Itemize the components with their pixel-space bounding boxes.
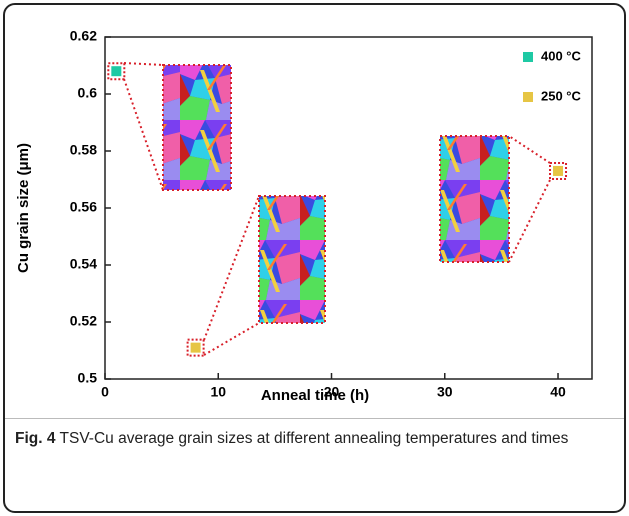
- y-tick-label: 0.58: [70, 142, 97, 158]
- point: [111, 66, 122, 77]
- point-highlight: [549, 161, 568, 180]
- ebsd-inset: [258, 195, 326, 324]
- ebsd-insets: [162, 64, 510, 324]
- y-tick-label: 0.5: [78, 370, 98, 386]
- chart: Anneal time (h) Cu grain size (μm) 0.5 0.…: [15, 28, 593, 404]
- caption: Fig. 4 TSV-Cu average grain sizes at dif…: [15, 428, 613, 450]
- point-highlight: [186, 338, 205, 357]
- x-axis-title: Anneal time (h): [261, 387, 369, 404]
- caption-label: Fig. 4: [15, 430, 56, 447]
- x-tick-label: 20: [324, 384, 340, 400]
- point: [553, 165, 564, 176]
- x-tick-label: 30: [437, 384, 453, 400]
- point-highlight: [107, 62, 126, 81]
- ebsd-inset: [162, 64, 232, 191]
- y-tick-label: 0.62: [70, 28, 97, 44]
- x-tick-label: 10: [210, 384, 226, 400]
- legend-swatch: [523, 92, 533, 102]
- legend-swatch: [523, 52, 533, 62]
- y-axis-title: Cu grain size (μm): [15, 143, 32, 273]
- figure-frame: [3, 3, 626, 513]
- point: [190, 342, 201, 353]
- legend-label: 250 °C: [541, 88, 582, 103]
- y-tick-label: 0.56: [70, 199, 97, 215]
- y-tick-label: 0.54: [70, 256, 97, 272]
- x-tick-label: 0: [101, 384, 109, 400]
- ebsd-inset: [439, 135, 510, 263]
- legend-label: 400 °C: [541, 48, 582, 63]
- caption-text: TSV-Cu average grain sizes at different …: [59, 430, 569, 447]
- y-tick-label: 0.52: [70, 313, 97, 329]
- caption-separator: [5, 418, 624, 419]
- inset-connectors: [123, 62, 551, 356]
- y-tick-label: 0.6: [78, 85, 98, 101]
- x-tick-label: 40: [550, 384, 566, 400]
